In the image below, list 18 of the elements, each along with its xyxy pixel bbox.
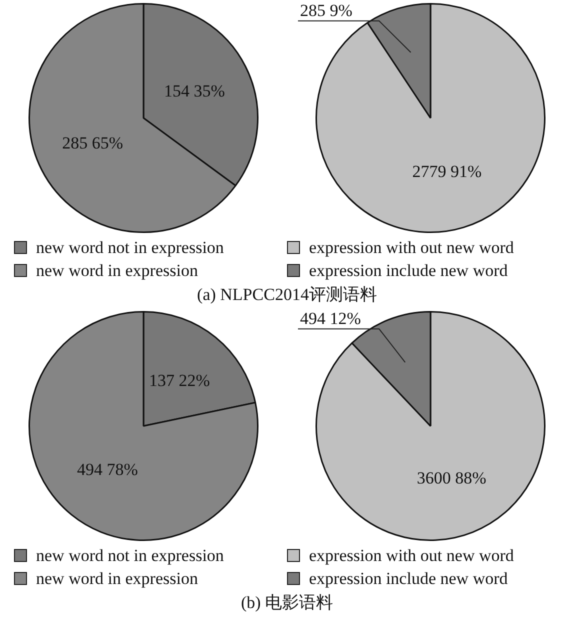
legend-label: expression with out new word — [309, 237, 514, 259]
data-label: 154 35% — [164, 82, 225, 101]
data-label: 2779 91% — [412, 162, 482, 182]
data-label: 3600 88% — [416, 468, 486, 488]
legend-label: new word not in expression — [36, 237, 224, 259]
legend-label: new word in expression — [36, 260, 198, 282]
text: (b) 电影语料 — [240, 592, 334, 614]
legend-label: expression include new word — [309, 568, 508, 590]
legend-label: expression with out new word — [309, 545, 514, 567]
data-label: 285 65% — [62, 133, 123, 152]
data-label: 137 22% — [149, 371, 210, 390]
legend-label: expression include new word — [309, 260, 508, 282]
data-label: 494 12% — [300, 308, 361, 328]
text: (a) NLPCC2014评测语料 — [196, 284, 378, 306]
data-label: 494 78% — [77, 460, 138, 479]
data-label: 285 9% — [300, 0, 352, 20]
legend-label: new word not in expression — [36, 545, 224, 567]
legend-label: new word in expression — [36, 568, 198, 590]
